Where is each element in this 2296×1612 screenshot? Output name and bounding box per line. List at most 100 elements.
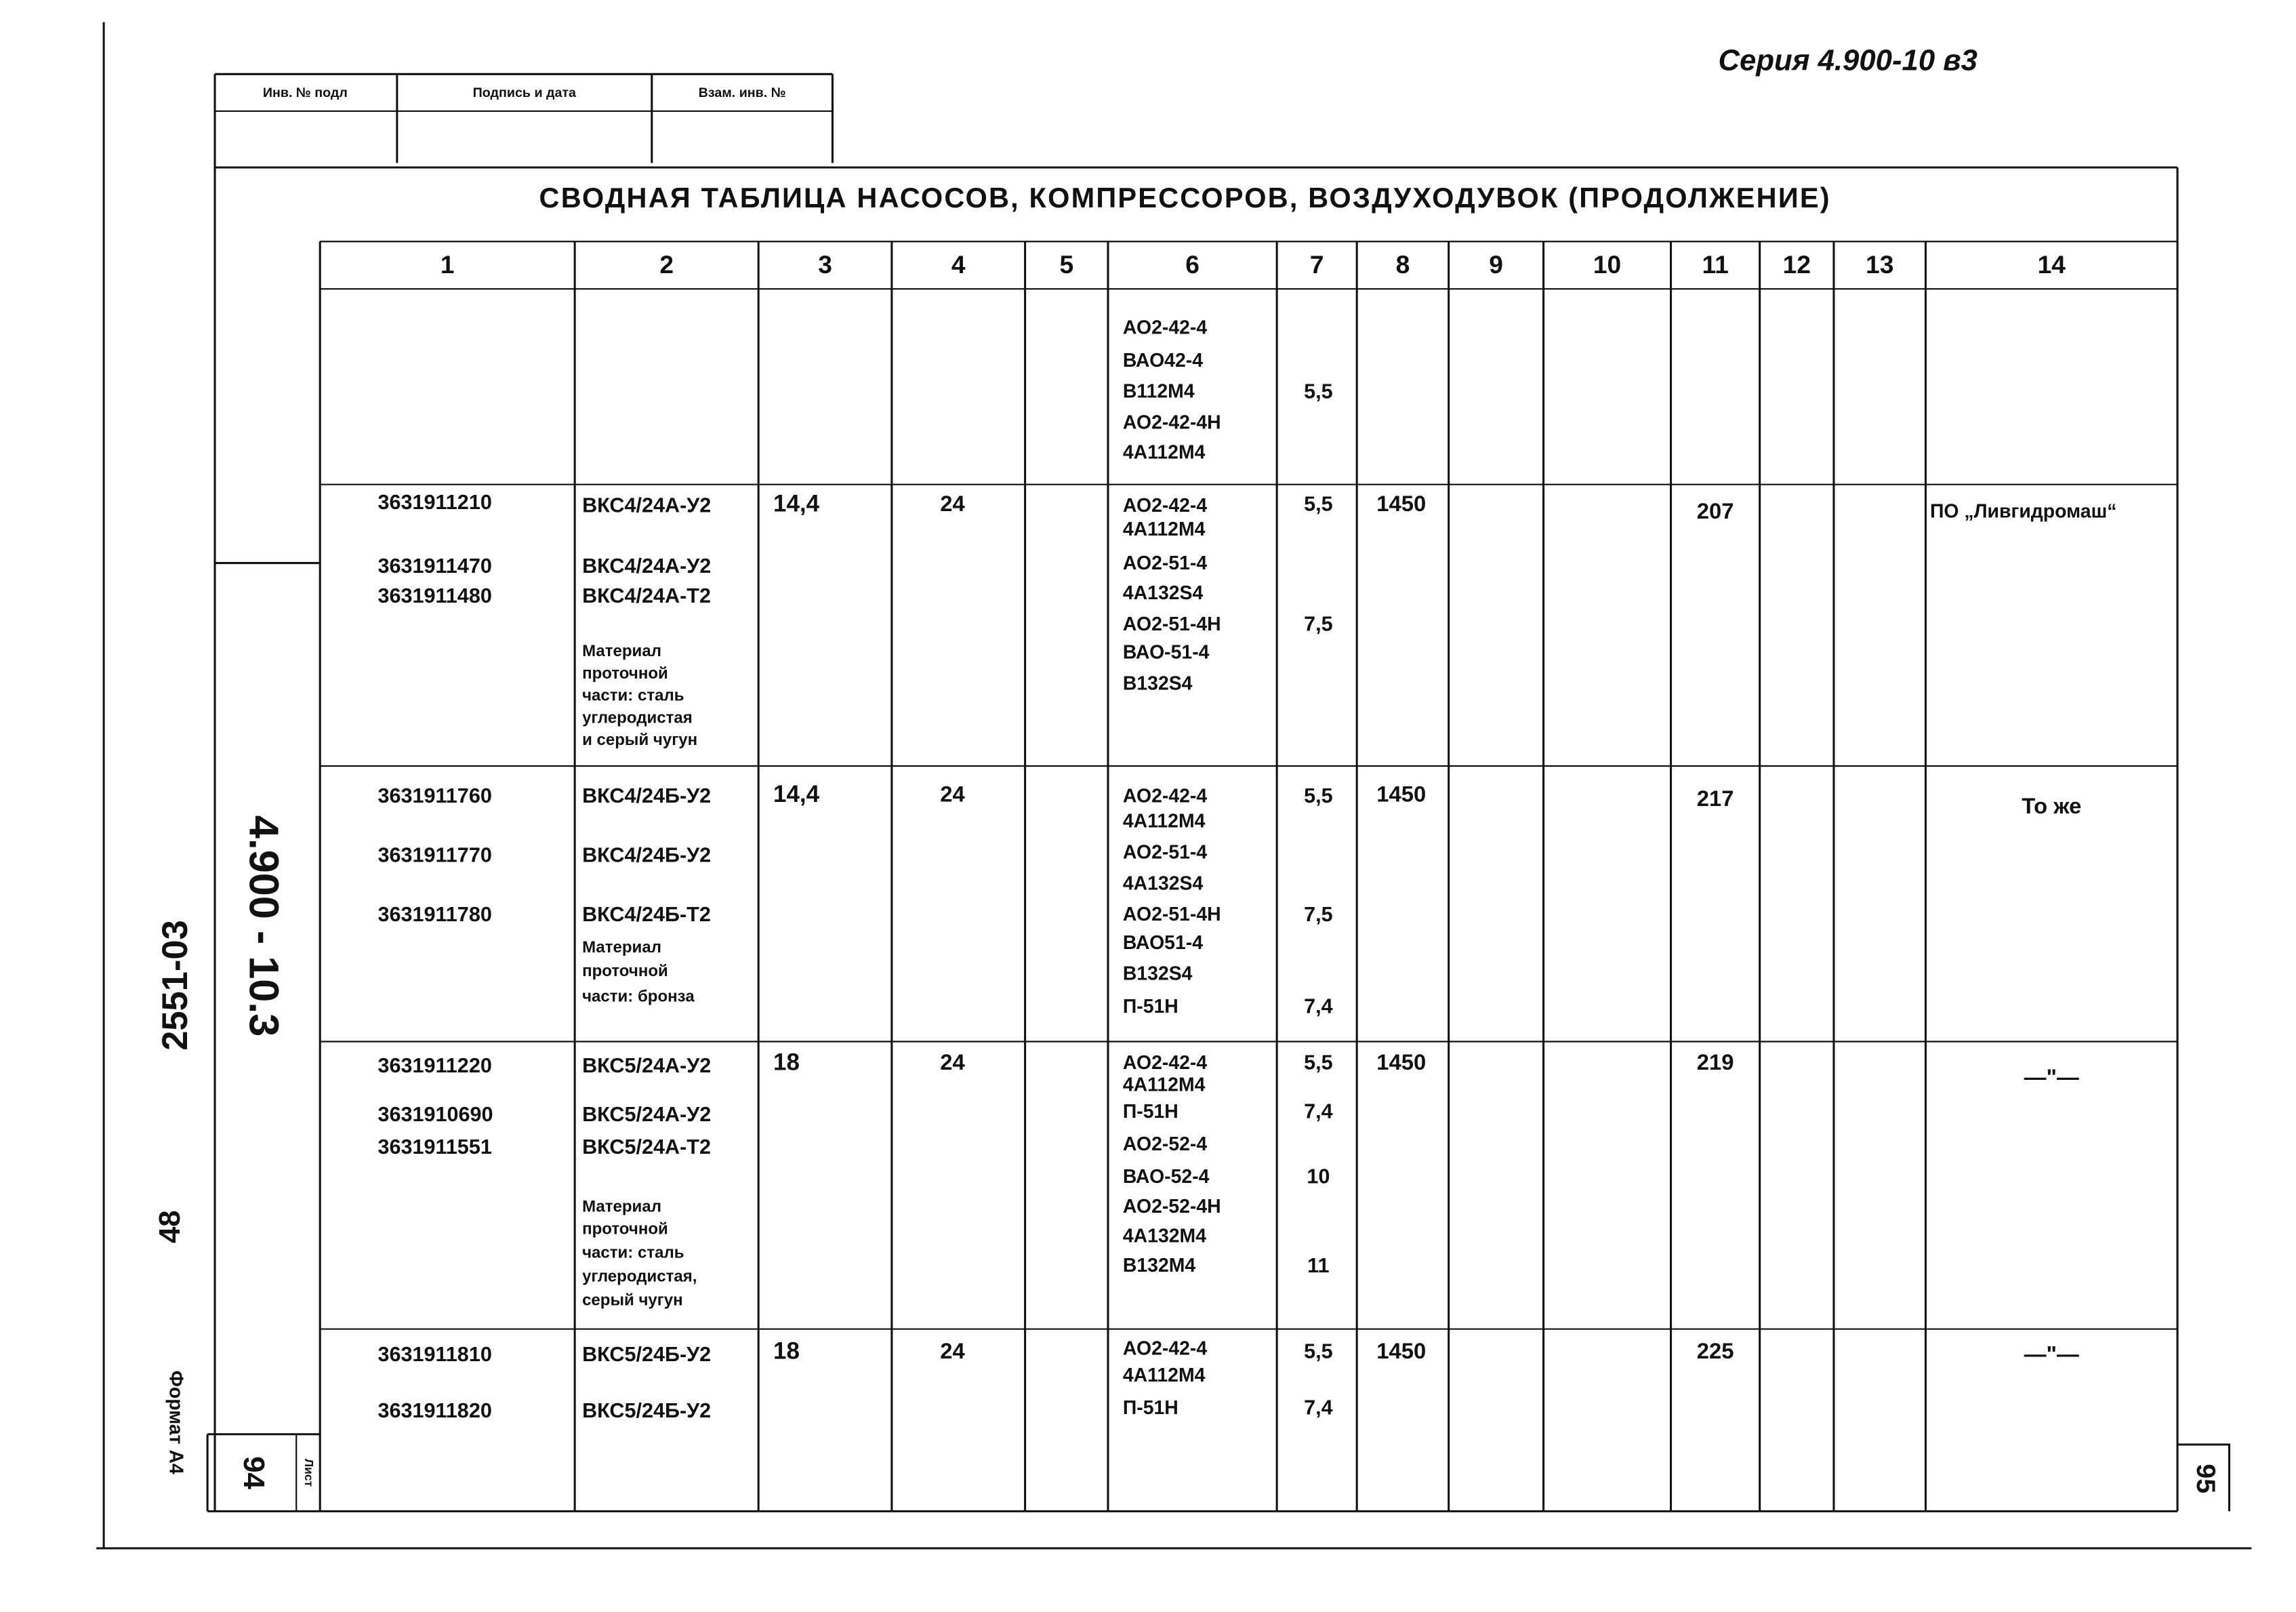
column-header: 13 [1866,250,1893,279]
cell-text: Материал [582,642,661,660]
sheet-label: Лист [302,1459,316,1487]
cell-text: 219 [1697,1049,1734,1074]
cell-text: АО2-42-4 [1123,785,1208,807]
cell-text: АО2-52-4Н [1123,1196,1221,1217]
cell-text: П-51Н [1123,996,1178,1017]
cell-text: АО2-42-4 [1123,495,1208,517]
series: Серия 4.900-10 в3 [1718,43,1977,77]
cell-text: 207 [1697,498,1734,523]
cell-text: 10 [1307,1165,1330,1188]
cell-text: 24 [940,491,965,516]
cell-text: В132S4 [1123,672,1193,694]
column-header: 10 [1593,250,1621,279]
cell-text: 1450 [1376,1049,1426,1074]
cell-text: проточной [582,962,668,980]
column-header: 4 [951,250,966,279]
cell-text: 18 [773,1049,800,1076]
cell-text: 7,4 [1304,1396,1333,1419]
cell-text: 217 [1697,786,1734,811]
cell-text: ВКС4/24Б-У2 [582,784,711,807]
cell-text: проточной [582,1220,668,1238]
cell-text: 3631911210 [377,491,491,514]
cell-text: АО2-51-4Н [1123,613,1221,635]
cell-text: 18 [773,1338,800,1365]
cell-text: АО2-42-4Н [1123,412,1221,434]
cell-text: П-51Н [1123,1397,1178,1419]
cell-text: 24 [940,781,965,806]
cell-text: 4А112М4 [1123,441,1206,463]
column-header: 12 [1783,250,1811,279]
cell-text: АО2-52-4 [1123,1133,1208,1155]
cell-text: ВКС4/24А-У2 [582,494,711,517]
title: СВОДНАЯ ТАБЛИЦА НАСОСОВ, КОМПРЕССОРОВ, В… [539,182,1831,214]
cell-text: серый чугун [582,1291,683,1309]
doc-code: 4.900 - 10.3 [241,815,287,1037]
cell-text: 4А112М4 [1123,1365,1206,1386]
cell-text: 5,5 [1304,1051,1333,1074]
cell-text: 3631910690 [377,1103,493,1126]
cell-text: 1450 [1376,781,1426,806]
cell-text: 3631911551 [377,1135,491,1158]
cell-text: ВКС5/24А-У2 [582,1103,711,1126]
cell-text: 4А132М4 [1123,1226,1206,1247]
cell-text: Материал [582,1198,661,1216]
cell-text: 1450 [1376,1338,1426,1363]
cell-text: 7,5 [1304,903,1333,926]
cell-text: 4А132S4 [1123,582,1204,604]
sheet-number: 95 [2191,1464,2221,1493]
cell-text: 3631911820 [377,1399,491,1422]
cell-text: углеродистая, [582,1267,697,1285]
cell-text: 3631911480 [377,584,491,607]
cell-text: 3631911780 [377,903,491,926]
cell-text: 3631911470 [377,555,491,578]
cell-text: 3631911810 [377,1343,491,1366]
cell-text: ВКС4/24А-Т2 [582,584,711,607]
cell-text: В112М4 [1123,381,1195,403]
cell-text: ВАО-51-4 [1123,641,1210,663]
cell-text: ВКС5/24Б-У2 [582,1343,711,1366]
cell-text: ВКС4/24А-У2 [582,555,711,578]
cell-text: Материал [582,938,661,956]
column-header: 14 [2038,250,2066,279]
cell-text: 5,5 [1304,784,1333,807]
cell-text: и серый чугун [582,731,697,749]
cell-text: 14,4 [773,781,820,807]
cell-text: АО2-51-4 [1123,841,1208,863]
cell-text: 4А112М4 [1123,519,1206,540]
cell-text: части: бронза [582,987,695,1005]
cell-text: ВКС5/24Б-У2 [582,1399,711,1422]
cell-text: 24 [940,1049,965,1074]
stamp-label: Подпись и дата [473,85,577,100]
cell-text: ВАО42-4 [1123,350,1203,371]
format: Формат А4 [165,1371,187,1474]
column-header: 6 [1185,250,1200,279]
cell-text: 7,4 [1304,994,1333,1017]
cell-text: 3631911770 [377,843,491,866]
column-header: 11 [1702,250,1728,279]
cell-text: проточной [582,664,668,683]
cell-text: ПО „Ливгидромаш“ [1930,501,2116,523]
cell-text: части: сталь [582,1243,684,1262]
cell-text: 5,5 [1304,380,1333,403]
column-header: 1 [440,250,455,279]
cell-text: В132М4 [1123,1255,1196,1276]
cell-text: ВАО-52-4 [1123,1166,1210,1188]
cell-text: 4А112М4 [1123,811,1206,832]
cell-text: П-51Н [1123,1101,1178,1123]
album-number: 48 [153,1210,186,1243]
cell-text: углеродистая [582,708,693,727]
cell-text: АО2-51-4 [1123,552,1208,574]
column-header: 9 [1489,250,1503,279]
cell-text: части: сталь [582,687,684,705]
cell-text: АО2-42-4 [1123,1052,1208,1074]
stamp-label: Инв. № подл [263,85,348,100]
cell-text: 3631911220 [377,1054,491,1077]
sheet-box [2177,1443,2231,1512]
sheet-number: 94 [237,1456,270,1489]
cell-text: ВАО51-4 [1123,932,1203,954]
cell-text: АО2-42-4 [1123,317,1208,339]
cell-text: ВКС5/24А-У2 [582,1054,711,1077]
cell-text: 4А112М4 [1123,1074,1206,1096]
